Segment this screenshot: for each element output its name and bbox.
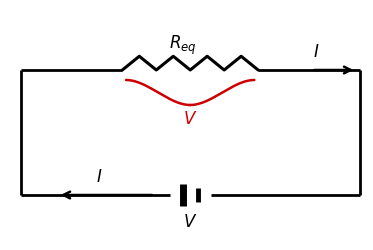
Text: $V$: $V$	[183, 112, 197, 128]
Text: $R_{eq}$: $R_{eq}$	[169, 34, 197, 56]
Text: $V$: $V$	[183, 214, 197, 231]
Text: $I$: $I$	[95, 169, 102, 186]
Text: $I$: $I$	[313, 44, 320, 61]
